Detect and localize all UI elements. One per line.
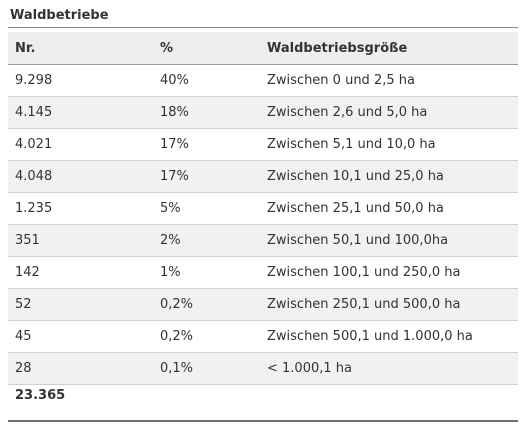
cell-number: 4.048 [8,160,153,193]
cell-percent: 1% [153,256,260,289]
cell-size: Zwischen 2,6 und 5,0 ha [260,96,518,129]
cell-number: 351 [8,224,153,257]
table-row: 52 0,2% Zwischen 250,1 und 500,0 ha [8,288,518,321]
cell-percent: 0,2% [153,288,260,321]
table-row: 4.145 18% Zwischen 2,6 und 5,0 ha [8,96,518,129]
cell-number: 45 [8,320,153,353]
cell-number: 9.298 [8,64,153,97]
cell-percent: 2% [153,224,260,257]
total-value: 23.365 [8,384,153,422]
cell-number: 28 [8,352,153,385]
table-row: 45 0,2% Zwischen 500,1 und 1.000,0 ha [8,320,518,353]
table-row: 4.021 17% Zwischen 5,1 und 10,0 ha [8,128,518,161]
forest-enterprises-table: Nr. % Waldbetriebsgröße 9.298 40% Zwisch… [8,32,518,422]
cell-percent: 5% [153,192,260,225]
column-header-size: Waldbetriebsgröße [260,32,518,65]
cell-number: 52 [8,288,153,321]
cell-size: Zwischen 50,1 und 100,0ha [260,224,518,257]
column-header-percent: % [153,32,260,65]
table-row: 142 1% Zwischen 100,1 und 250,0 ha [8,256,518,289]
total-empty-cell [260,384,518,422]
table-header-row: Nr. % Waldbetriebsgröße [8,32,518,65]
cell-size: Zwischen 25,1 und 50,0 ha [260,192,518,225]
cell-size: Zwischen 5,1 und 10,0 ha [260,128,518,161]
cell-percent: 17% [153,160,260,193]
cell-size: Zwischen 500,1 und 1.000,0 ha [260,320,518,353]
table-row: 9.298 40% Zwischen 0 und 2,5 ha [8,64,518,97]
cell-size: Zwischen 250,1 und 500,0 ha [260,288,518,321]
title-divider [8,27,518,28]
cell-number: 4.021 [8,128,153,161]
table-row: 1.235 5% Zwischen 25,1 und 50,0 ha [8,192,518,225]
table-title: Waldbetriebe [10,8,109,23]
table-row: 4.048 17% Zwischen 10,1 und 25,0 ha [8,160,518,193]
cell-percent: 17% [153,128,260,161]
cell-size: Zwischen 10,1 und 25,0 ha [260,160,518,193]
cell-percent: 40% [153,64,260,97]
total-empty-cell [153,384,260,422]
cell-size: Zwischen 0 und 2,5 ha [260,64,518,97]
cell-percent: 0,1% [153,352,260,385]
cell-number: 1.235 [8,192,153,225]
cell-size: < 1.000,1 ha [260,352,518,385]
cell-percent: 18% [153,96,260,129]
column-header-number: Nr. [8,32,153,65]
cell-number: 142 [8,256,153,289]
table-row: 28 0,1% < 1.000,1 ha [8,352,518,385]
table-row: 351 2% Zwischen 50,1 und 100,0ha [8,224,518,257]
table-total-row: 23.365 [8,384,518,422]
cell-number: 4.145 [8,96,153,129]
cell-percent: 0,2% [153,320,260,353]
cell-size: Zwischen 100,1 und 250,0 ha [260,256,518,289]
